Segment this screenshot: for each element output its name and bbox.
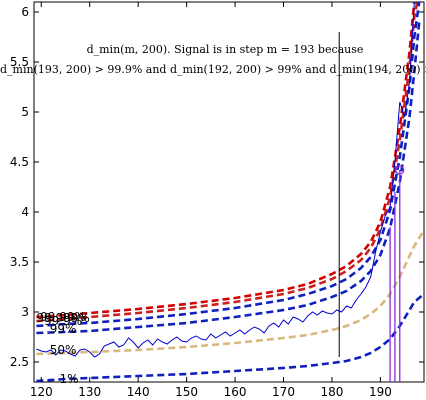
y-tick-label: 2.5 <box>10 355 29 369</box>
band-label: 99.999% <box>36 311 89 325</box>
chart-title: d_min(m, 200). Signal is in step m = 193… <box>87 43 364 56</box>
x-tick-label: 180 <box>320 385 343 399</box>
x-tick-label: 160 <box>224 385 247 399</box>
annotation-layer <box>338 32 405 382</box>
series-line-99- <box>36 21 421 335</box>
band-label: 50% <box>50 343 77 357</box>
plot-area <box>33 1 425 383</box>
x-tick-label: 190 <box>369 385 392 399</box>
series-line-99-99- <box>36 2 419 323</box>
series-line-50- <box>36 229 424 356</box>
x-axis: 120 130 140 150 160 170 180 190 <box>30 2 392 399</box>
signal-marker <box>395 165 405 175</box>
y-tick-label: 3 <box>21 305 29 319</box>
x-tick-label: 140 <box>127 385 150 399</box>
y-tick-label: 5.5 <box>10 55 29 69</box>
series-line-1- <box>36 292 424 382</box>
band-labels: 99.999%99.99%99.9%99% 50% 1% <box>36 310 89 386</box>
x-tick-label: 170 <box>272 385 295 399</box>
y-tick-label: 5 <box>21 105 29 119</box>
y-tick-label: 4.5 <box>10 155 29 169</box>
band-label: 99% <box>50 322 77 336</box>
chart-subtitle: d_min(193, 200) > 99.9% and d_min(192, 2… <box>0 63 426 76</box>
y-axis: 2.5 3 3.5 4 4.5 5 5.5 6 <box>10 5 424 369</box>
band-label: 99.9% <box>44 314 82 328</box>
y-tick-label: 6 <box>21 5 29 19</box>
series-line-99-9- <box>36 2 421 328</box>
band-label: 1% <box>60 372 79 386</box>
x-tick-label: 150 <box>175 385 198 399</box>
y-tick-label: 3.5 <box>10 255 29 269</box>
y-tick-label: 4 <box>21 205 29 219</box>
x-tick-label: 130 <box>78 385 101 399</box>
series-line-d-min <box>36 2 415 358</box>
x-tick-label: 120 <box>30 385 53 399</box>
band-label: 99.99% <box>40 310 86 324</box>
